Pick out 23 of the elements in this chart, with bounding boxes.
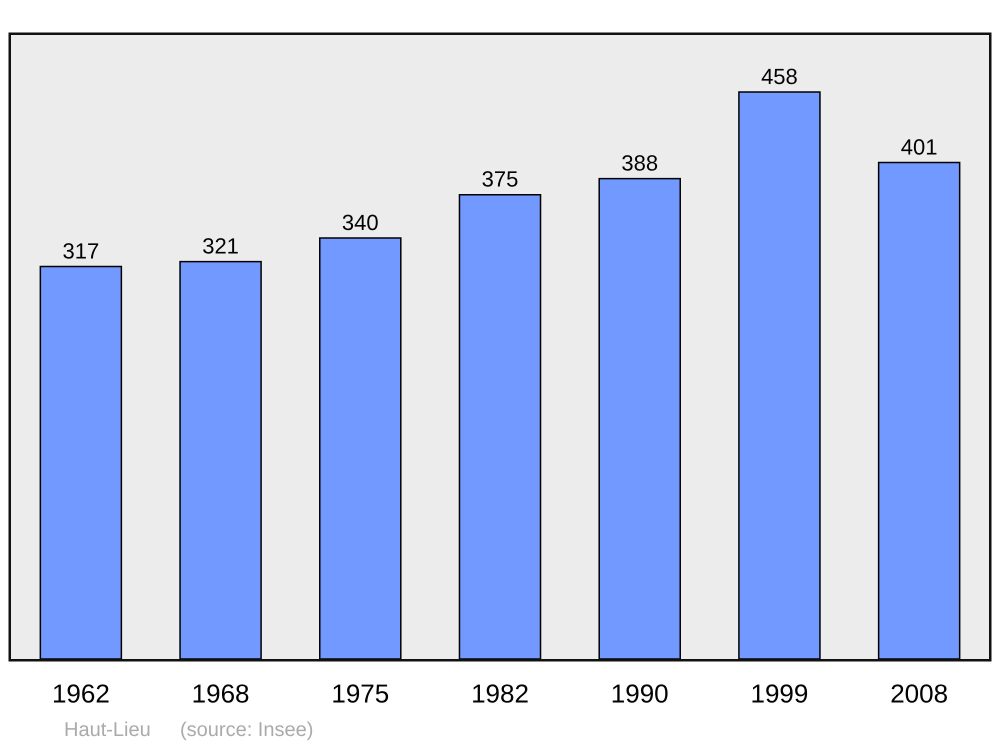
bar xyxy=(738,91,821,659)
x-tick-label: 1962 xyxy=(52,678,110,709)
x-tick-label: 1975 xyxy=(331,678,390,709)
data-label: 388 xyxy=(621,150,658,176)
bar xyxy=(878,162,960,659)
data-label: 401 xyxy=(900,134,938,160)
text: (source: Insee) xyxy=(180,719,314,741)
bar xyxy=(179,260,262,659)
x-tick-label: 2008 xyxy=(890,678,948,709)
x-tick-label: 1968 xyxy=(192,678,250,709)
bar xyxy=(40,266,122,659)
data-label: 340 xyxy=(342,210,379,236)
data-label: 321 xyxy=(202,234,239,259)
data-label: 317 xyxy=(62,238,100,264)
bar xyxy=(319,237,402,659)
x-tick-label: 1999 xyxy=(750,678,808,709)
bar xyxy=(598,178,681,659)
x-tick-label: 1982 xyxy=(471,678,529,709)
x-tick-label: 1990 xyxy=(610,678,669,709)
data-label: 458 xyxy=(761,64,798,89)
data-label: 375 xyxy=(482,166,518,192)
text: Haut-Lieu xyxy=(64,719,151,741)
bar xyxy=(458,194,542,659)
